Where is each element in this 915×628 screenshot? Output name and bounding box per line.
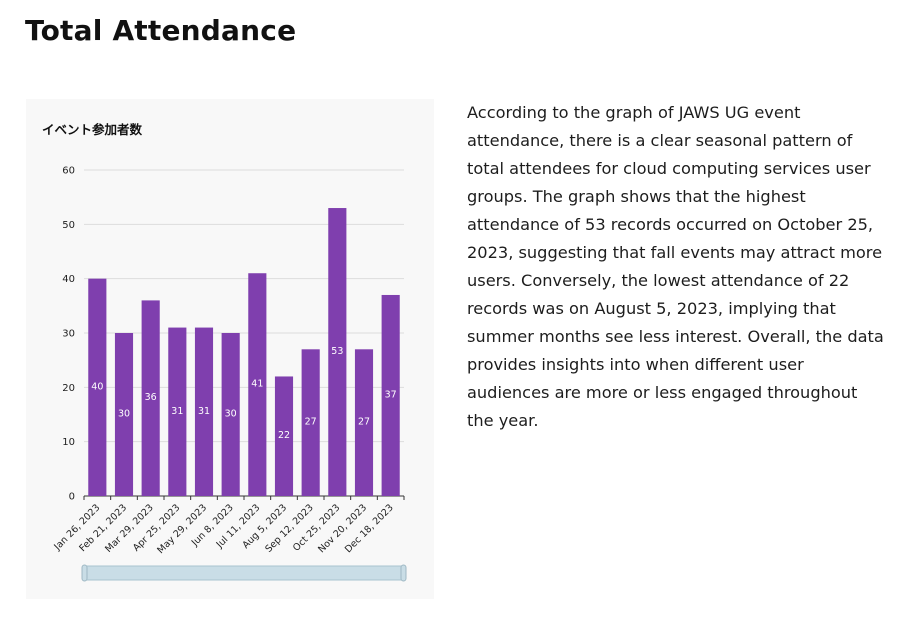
y-tick-label: 50 xyxy=(62,220,75,231)
bar-value-label: 30 xyxy=(225,409,237,420)
chart-scrollbar[interactable] xyxy=(81,564,407,582)
data-labels: 40 30 36 31 31 30 41 22 27 53 27 37 xyxy=(91,346,396,441)
bar[interactable] xyxy=(248,273,267,496)
attendance-chart-panel: イベント参加者数 0 10 20 30 40 50 60 40 30 36 31 31 30 41 22 2… xyxy=(26,99,434,599)
chart-description: According to the graph of JAWS UG event … xyxy=(467,103,884,430)
bar[interactable] xyxy=(114,333,134,496)
scrollbar-track[interactable] xyxy=(83,565,405,581)
bar-value-label: 22 xyxy=(278,430,290,441)
bar-value-label: 53 xyxy=(331,346,343,357)
attendance-bar-chart: イベント参加者数 0 10 20 30 40 50 60 40 30 36 31 31 30 41 22 2… xyxy=(42,122,407,582)
bar[interactable] xyxy=(328,208,347,496)
y-tick-label: 0 xyxy=(69,492,75,503)
bar[interactable] xyxy=(221,333,240,496)
bar[interactable] xyxy=(381,294,400,496)
scrollbar-left-handle[interactable] xyxy=(81,564,88,582)
bar-value-label: 27 xyxy=(305,417,317,428)
grid-lines xyxy=(84,169,404,497)
x-tick-label: Dec 18, 2023 xyxy=(343,502,396,555)
bar-value-label: 31 xyxy=(198,406,210,417)
bar[interactable] xyxy=(194,327,214,496)
bar-value-label: 40 xyxy=(91,381,103,392)
y-axis-ticks: 0 10 20 30 40 50 60 xyxy=(62,166,75,503)
y-tick-label: 10 xyxy=(62,437,75,448)
bar-value-label: 41 xyxy=(251,379,263,390)
bar-value-label: 30 xyxy=(118,409,130,420)
bar-value-label: 36 xyxy=(145,392,157,403)
y-tick-label: 20 xyxy=(62,383,75,394)
y-tick-label: 40 xyxy=(62,274,75,285)
y-tick-label: 30 xyxy=(62,329,75,340)
bar[interactable] xyxy=(274,376,294,496)
scrollbar-right-handle[interactable] xyxy=(400,564,407,582)
page-title: Total Attendance xyxy=(25,14,297,47)
chart-title: イベント参加者数 xyxy=(42,122,143,137)
y-tick-label: 60 xyxy=(62,166,75,177)
bar-value-label: 37 xyxy=(385,389,397,400)
bar[interactable] xyxy=(301,349,320,496)
bar-value-label: 31 xyxy=(171,406,183,417)
bars xyxy=(88,208,400,496)
bar[interactable] xyxy=(168,327,187,496)
bar[interactable] xyxy=(88,278,107,496)
bar-value-label: 27 xyxy=(358,417,370,428)
bar[interactable] xyxy=(141,300,160,496)
bar[interactable] xyxy=(354,349,374,496)
